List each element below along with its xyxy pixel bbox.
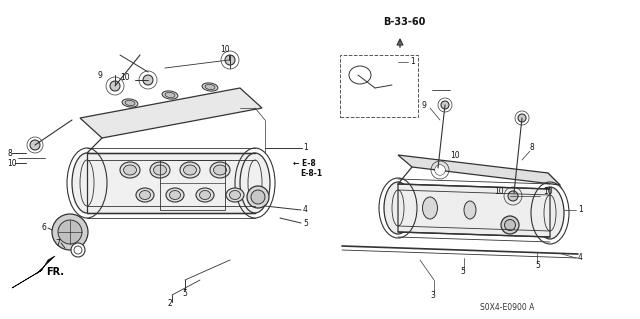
Circle shape [52,214,88,250]
Circle shape [225,55,235,65]
Ellipse shape [200,190,211,199]
Ellipse shape [125,100,135,106]
Ellipse shape [140,190,150,199]
Ellipse shape [251,190,265,204]
Bar [160,160,225,210]
Text: ← E-8: ← E-8 [293,159,316,167]
Circle shape [58,220,82,244]
Ellipse shape [202,83,218,91]
Ellipse shape [72,153,102,213]
Text: 1: 1 [578,205,583,214]
Text: B-33-60: B-33-60 [383,17,426,27]
Circle shape [435,165,445,175]
Circle shape [435,165,445,175]
Ellipse shape [184,165,196,175]
Ellipse shape [349,66,371,84]
Circle shape [143,75,153,85]
Text: FR.: FR. [46,267,64,277]
Text: E-8-1: E-8-1 [300,168,322,177]
Circle shape [518,114,526,122]
Ellipse shape [196,188,214,202]
Ellipse shape [464,201,476,219]
Ellipse shape [162,91,178,99]
Ellipse shape [214,165,227,175]
Polygon shape [87,153,255,213]
Ellipse shape [150,162,170,178]
Ellipse shape [170,190,180,199]
Text: 10: 10 [120,73,130,83]
Ellipse shape [154,165,166,175]
Text: 6: 6 [42,224,47,233]
Text: 10: 10 [7,159,17,167]
Ellipse shape [180,162,200,178]
Text: 5: 5 [182,290,187,299]
Ellipse shape [122,99,138,107]
Ellipse shape [120,162,140,178]
Ellipse shape [230,190,241,199]
Circle shape [441,101,449,109]
Ellipse shape [124,165,136,175]
Text: 10: 10 [220,46,230,55]
Ellipse shape [136,188,154,202]
Polygon shape [398,155,560,185]
Text: 4: 4 [578,254,583,263]
Text: 3: 3 [430,291,435,300]
Text: 9: 9 [422,100,427,109]
Ellipse shape [501,216,519,234]
Text: 2: 2 [168,300,173,308]
Text: 5: 5 [303,219,308,227]
Ellipse shape [247,186,269,208]
Text: 9: 9 [98,70,103,79]
Text: 7: 7 [55,239,60,248]
Ellipse shape [384,182,412,234]
Text: 1: 1 [303,144,308,152]
Polygon shape [80,88,262,138]
Ellipse shape [71,243,85,257]
Text: 10: 10 [543,188,552,197]
Circle shape [30,140,40,150]
Text: 4: 4 [303,205,308,214]
Ellipse shape [504,219,515,231]
Text: S0X4-E0900 A: S0X4-E0900 A [480,303,534,313]
Text: 5: 5 [460,268,465,277]
Polygon shape [12,256,55,288]
Circle shape [508,191,518,201]
Ellipse shape [210,162,230,178]
Ellipse shape [536,187,564,239]
Ellipse shape [165,93,175,98]
Ellipse shape [226,188,244,202]
Text: 8: 8 [7,149,12,158]
Text: 1: 1 [410,57,415,66]
Text: 8: 8 [530,144,535,152]
Ellipse shape [205,85,215,90]
Circle shape [110,81,120,91]
Ellipse shape [240,153,270,213]
Text: 10: 10 [494,188,504,197]
Polygon shape [398,184,550,237]
Ellipse shape [166,188,184,202]
Bar [340,55,418,117]
Text: 5: 5 [535,261,540,270]
Ellipse shape [422,197,438,219]
Text: 10: 10 [450,151,460,160]
